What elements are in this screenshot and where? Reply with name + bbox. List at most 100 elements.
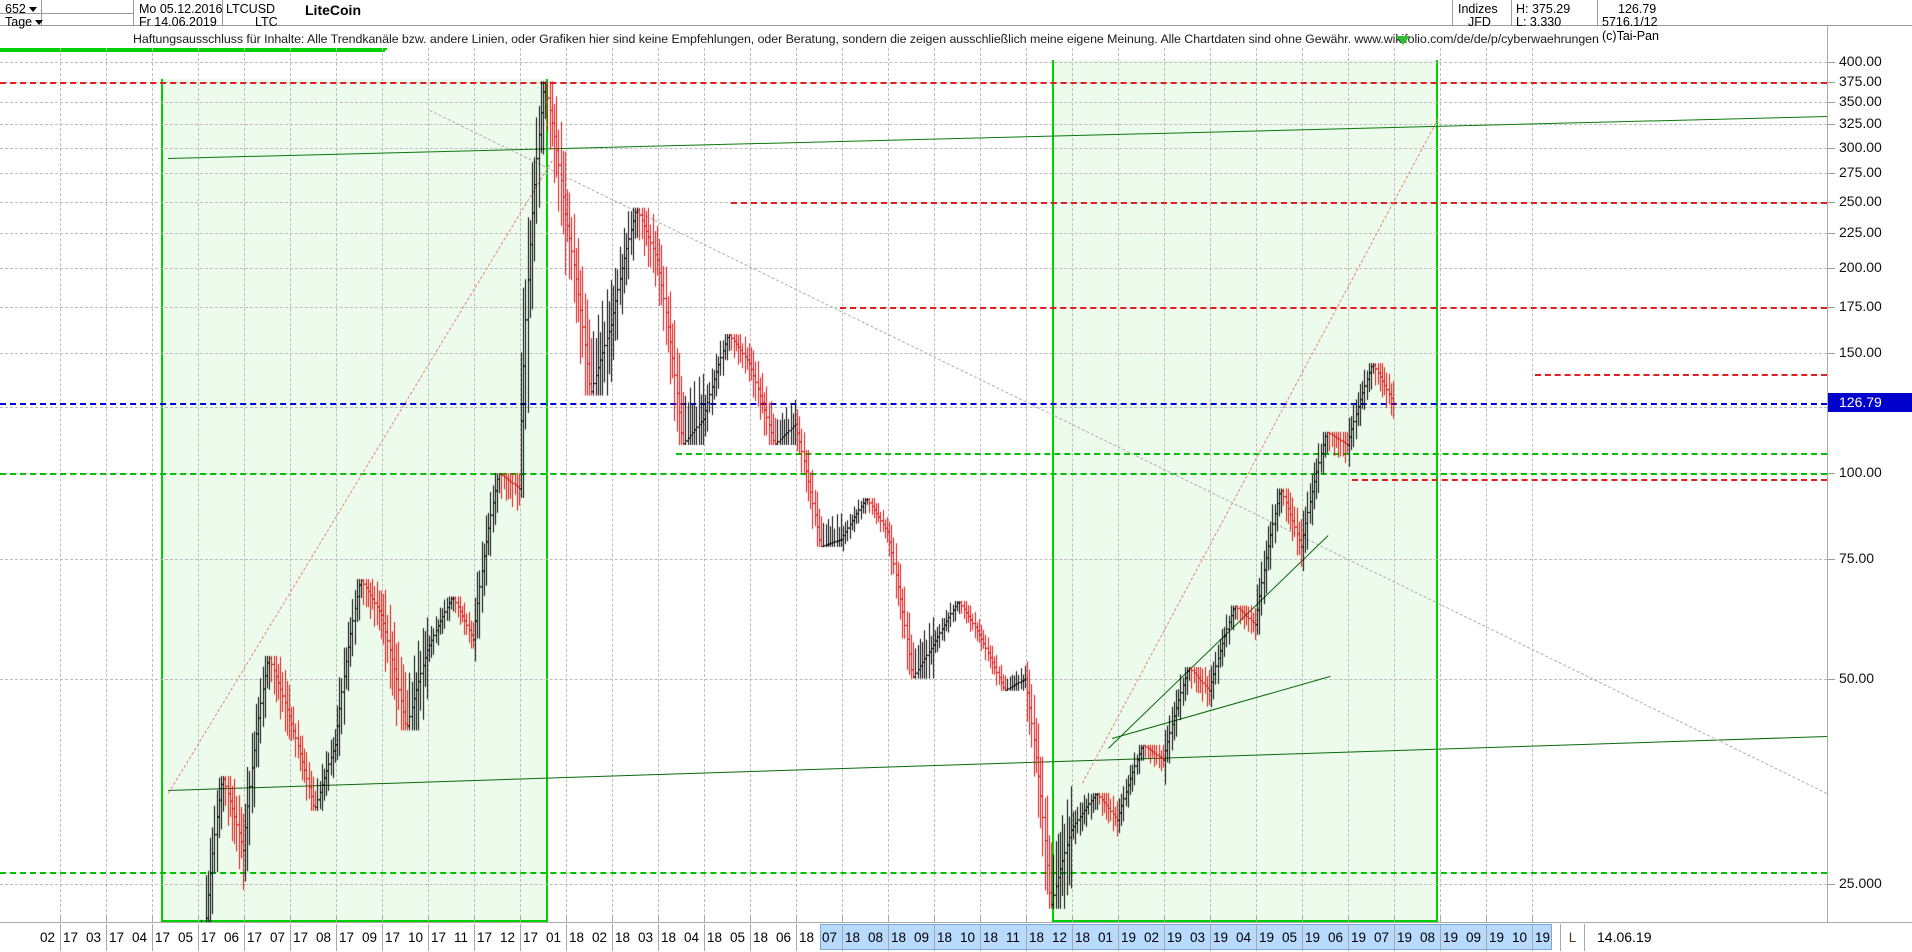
date-tick — [290, 916, 291, 923]
interval-value: Tage — [5, 15, 33, 29]
date-axis-month: 10 — [960, 930, 976, 945]
date-tick — [750, 916, 751, 923]
price-axis-label: 200.00 — [1839, 258, 1882, 275]
date-separator — [244, 924, 245, 951]
date-tick — [1440, 916, 1441, 923]
index-label: Indizes — [1458, 2, 1498, 16]
date-tick — [1532, 916, 1533, 923]
date-axis-year: 17 — [523, 930, 539, 945]
date-separator — [1302, 924, 1303, 951]
price-tick — [1828, 884, 1835, 886]
bars-count-dropdown[interactable]: 652 — [5, 3, 37, 16]
date-range-scrollbar[interactable] — [820, 924, 1552, 950]
date-axis-month: 10 — [408, 930, 424, 945]
date-axis-year: 18 — [753, 930, 769, 945]
date-axis-month: 10 — [1512, 930, 1528, 945]
date-axis-month: 12 — [1052, 930, 1068, 945]
date-separator — [750, 924, 751, 951]
date-separator — [612, 924, 613, 951]
chevron-down-icon — [28, 7, 37, 13]
price-tick — [1828, 558, 1835, 560]
price-axis[interactable]: 400.00 375.00 350.00 325.00 300.00 275.00 250.… — [1827, 26, 1912, 922]
date-tick — [520, 916, 521, 923]
last-marker-box: L — [1560, 924, 1585, 951]
chart-header: 652 Tage Mo 05.12.2016 Fr 14.06.2019 LTC… — [0, 0, 1912, 29]
date-axis-year: 17 — [201, 930, 217, 945]
date-separator — [704, 924, 705, 951]
price-tick — [1828, 473, 1835, 475]
price-axis-label: 300.00 — [1839, 138, 1882, 155]
date-axis-year: 18 — [799, 930, 815, 945]
date-separator — [1210, 924, 1211, 951]
date-axis-month: 05 — [1282, 930, 1298, 945]
date-tick — [198, 916, 199, 923]
date-tick — [1210, 916, 1211, 923]
date-axis-year: 17 — [247, 930, 263, 945]
date-axis-month: 09 — [914, 930, 930, 945]
date-separator — [60, 924, 61, 951]
date-separator — [1348, 924, 1349, 951]
date-tick — [1486, 916, 1487, 923]
date-separator — [520, 924, 521, 951]
date-tick — [106, 916, 107, 923]
date-axis-year: 17 — [385, 930, 401, 945]
price-axis-label: 250.00 — [1839, 192, 1882, 209]
price-tick — [1828, 678, 1835, 680]
date-axis-month: 02 — [1144, 930, 1160, 945]
date-axis-year: 18 — [891, 930, 907, 945]
date-axis-month: 04 — [684, 930, 700, 945]
date-axis-year: 17 — [477, 930, 493, 945]
date-separator — [658, 924, 659, 951]
session-high: H: 375.29 — [1516, 2, 1571, 16]
header-sep-2 — [133, 0, 134, 26]
date-to: Fr 14.06.2019 — [139, 15, 217, 29]
price-axis-label: 75.00 — [1839, 549, 1875, 566]
date-axis[interactable]: 02 17 03 17 04 17 05 17 06 17 07 17 08 17 09 17 10 17 11 17… — [0, 916, 1912, 952]
date-axis-year: 19 — [1121, 930, 1137, 945]
price-chart-plot[interactable] — [0, 48, 1827, 922]
price-axis-label: 375.00 — [1839, 72, 1882, 89]
date-separator — [198, 924, 199, 951]
date-tick — [1072, 916, 1073, 923]
ohlc-canvas — [0, 48, 1827, 922]
price-axis-label: 150.00 — [1839, 344, 1882, 361]
date-axis-month: 03 — [1190, 930, 1206, 945]
date-separator — [428, 924, 429, 951]
price-tick — [1828, 307, 1835, 309]
date-axis-year: 18 — [661, 930, 677, 945]
date-axis-month: 05 — [730, 930, 746, 945]
date-axis-year: 17 — [339, 930, 355, 945]
date-axis-year: 19 — [1443, 930, 1459, 945]
date-axis-year: 17 — [155, 930, 171, 945]
date-separator — [1072, 924, 1073, 951]
date-axis-month: 11 — [1006, 930, 1021, 945]
date-tick — [1164, 916, 1165, 923]
date-axis-year: 18 — [845, 930, 861, 945]
date-axis-month: 03 — [86, 930, 102, 945]
price-tick — [1828, 173, 1835, 175]
date-separator — [934, 924, 935, 951]
date-axis-month: 12 — [500, 930, 516, 945]
price-tick — [1828, 102, 1835, 104]
chevron-down-icon — [35, 20, 44, 26]
header-sep-6 — [1597, 0, 1598, 26]
date-axis-year: 18 — [615, 930, 631, 945]
date-tick — [336, 916, 337, 923]
date-axis-month: 08 — [868, 930, 884, 945]
date-separator — [796, 924, 797, 951]
price-axis-label: 225.00 — [1839, 223, 1882, 240]
date-separator — [336, 924, 337, 951]
price-axis-label: 325.00 — [1839, 114, 1882, 131]
date-tick — [566, 916, 567, 923]
date-tick — [1256, 916, 1257, 923]
date-separator — [1532, 924, 1533, 951]
date-separator — [1394, 924, 1395, 951]
date-tick — [1118, 916, 1119, 923]
date-tick — [1394, 916, 1395, 923]
price-tick — [1828, 62, 1835, 64]
date-separator — [980, 924, 981, 951]
date-axis-month: 01 — [1098, 930, 1114, 945]
interval-dropdown[interactable]: Tage — [5, 15, 44, 29]
header-sep-1 — [41, 0, 42, 26]
